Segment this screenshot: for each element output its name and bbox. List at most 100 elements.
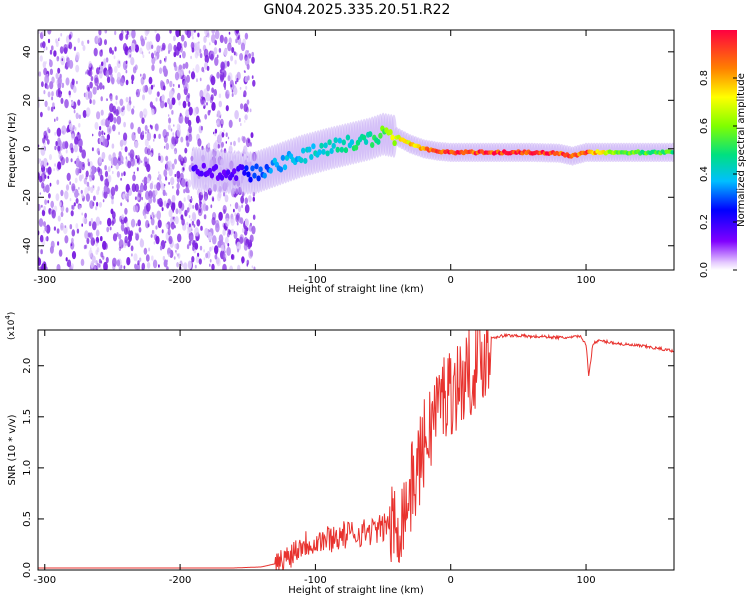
noise-speck	[186, 207, 190, 213]
noise-speck	[165, 142, 170, 150]
noise-speck	[49, 81, 54, 90]
noise-speck	[210, 94, 214, 101]
noise-speck	[125, 221, 129, 227]
noise-speck	[53, 50, 57, 57]
noise-speck	[106, 226, 110, 233]
noise-speck	[114, 46, 117, 52]
noise-speck	[67, 259, 72, 268]
noise-speck	[74, 126, 77, 131]
noise-speck	[188, 125, 193, 134]
snr-y-tick-label: 0.0	[22, 562, 33, 578]
noise-speck	[185, 61, 189, 69]
noise-speck	[133, 105, 135, 109]
noise-speck	[98, 201, 102, 208]
noise-speck	[192, 36, 194, 40]
noise-speck	[151, 108, 155, 116]
noise-speck	[241, 227, 245, 234]
noise-speck	[239, 86, 242, 90]
noise-speck	[88, 221, 92, 227]
noise-speck	[194, 264, 197, 269]
noise-speck	[73, 202, 76, 207]
noise-speck	[246, 99, 250, 105]
colorbar-tick-label: 0.8	[699, 70, 710, 86]
noise-speck	[142, 94, 145, 101]
noise-speck	[57, 161, 62, 170]
noise-speck	[61, 82, 65, 88]
noise-speck	[174, 243, 177, 249]
noise-speck	[249, 250, 254, 257]
noise-speck	[188, 137, 191, 142]
noise-speck	[130, 42, 136, 52]
noise-speck	[111, 199, 114, 205]
noise-speck	[173, 51, 177, 58]
noise-speck	[72, 204, 75, 210]
noise-speck	[98, 30, 102, 36]
noise-speck	[168, 235, 173, 245]
noise-speck	[50, 200, 54, 208]
noise-speck	[92, 133, 94, 137]
noise-speck	[122, 161, 124, 165]
noise-speck	[78, 186, 80, 190]
noise-speck	[120, 264, 123, 269]
noise-speck	[115, 79, 118, 83]
noise-speck	[38, 203, 41, 211]
noise-speck	[144, 214, 147, 219]
noise-speck	[195, 64, 200, 73]
noise-speck	[114, 66, 118, 73]
noise-speck	[187, 223, 193, 233]
noise-speck	[49, 154, 52, 161]
noise-speck	[133, 253, 138, 262]
noise-speck	[188, 106, 193, 116]
noise-speck	[165, 56, 167, 60]
noise-speck	[193, 107, 198, 116]
spectrogram-y-tick-label: -40	[22, 238, 33, 254]
noise-speck	[204, 54, 209, 64]
snr-multiplier-exp: 4	[4, 315, 12, 320]
noise-speck	[59, 46, 64, 54]
noise-speck	[125, 156, 128, 160]
noise-speck	[97, 166, 101, 173]
noise-speck	[247, 75, 250, 81]
noise-speck	[195, 115, 200, 124]
ridge-point	[201, 162, 206, 169]
ridge-point	[213, 164, 219, 170]
spectrogram-x-tick-label: -300	[33, 275, 56, 286]
noise-speck	[156, 210, 161, 220]
noise-speck	[192, 213, 197, 222]
noise-speck	[50, 106, 54, 112]
noise-speck	[192, 245, 195, 251]
noise-speck	[173, 44, 177, 52]
noise-speck	[81, 192, 84, 199]
noise-speck	[123, 242, 127, 249]
spectrogram-y-tick-label: 20	[22, 94, 33, 107]
noise-speck	[142, 108, 148, 118]
noise-speck	[170, 221, 175, 230]
noise-speck	[56, 264, 61, 270]
noise-speck	[82, 110, 87, 118]
ridge-point	[361, 134, 367, 141]
noise-speck	[53, 168, 55, 172]
snr-frame	[37, 329, 675, 571]
noise-speck	[131, 183, 137, 193]
noise-speck	[187, 179, 192, 188]
noise-speck	[191, 256, 195, 263]
noise-speck	[47, 127, 50, 132]
noise-speck	[214, 30, 220, 40]
noise-speck	[90, 247, 92, 250]
noise-speck	[134, 64, 138, 71]
noise-speck	[146, 41, 151, 51]
noise-speck	[161, 42, 166, 51]
noise-speck	[57, 145, 61, 152]
noise-speck	[244, 114, 248, 121]
noise-speck	[174, 71, 180, 81]
noise-speck	[146, 262, 151, 269]
noise-speck	[143, 247, 148, 255]
noise-speck	[112, 124, 116, 132]
noise-speck	[61, 125, 67, 135]
noise-speck	[132, 175, 135, 180]
svg-text:(x104): (x104)	[4, 312, 17, 340]
noise-speck	[246, 227, 249, 232]
noise-speck	[148, 51, 150, 54]
noise-speck	[184, 147, 188, 154]
noise-speck	[90, 237, 96, 246]
